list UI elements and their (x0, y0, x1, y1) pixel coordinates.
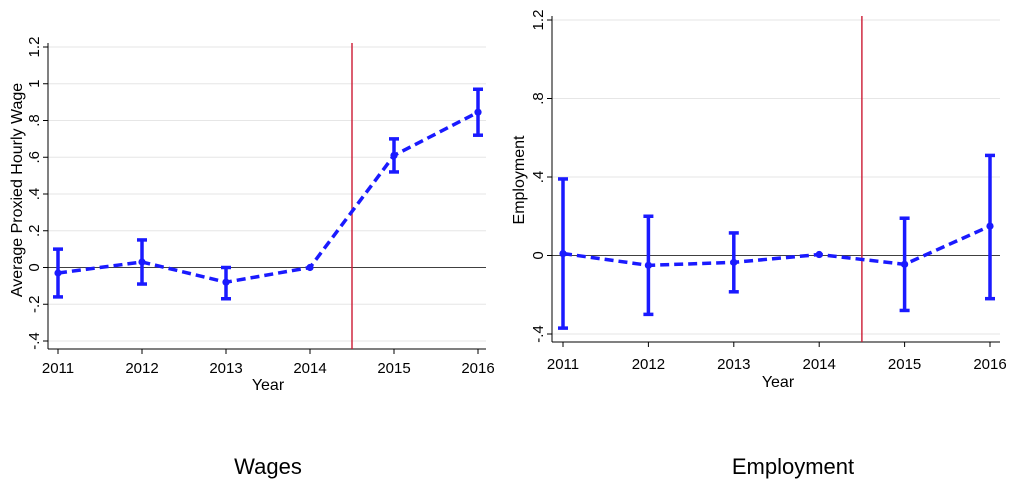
x-tick-label: 2014 (803, 356, 836, 373)
x-tick-label: 2013 (717, 356, 750, 373)
x-tick-label: 2016 (973, 356, 1006, 373)
chart-panel-1: -.4 -.2 0 .2 .4 .6 .8 1 1.2 2011 2012 2013 2014 2015 2… (9, 37, 495, 479)
x-tick-label: 2012 (632, 356, 665, 373)
data-point (559, 249, 567, 258)
y-tick-label: -.2 (26, 295, 43, 313)
y-tick-label: .4 (530, 171, 547, 184)
data-point (815, 250, 823, 259)
panel-caption: Wages (234, 454, 302, 479)
y-tick-label: .2 (26, 224, 43, 237)
x-axis-title: Year (762, 374, 795, 391)
series-1 (558, 153, 995, 330)
y-tick-label: -.4 (26, 332, 43, 350)
x-tick-label: 2013 (209, 360, 242, 377)
data-point (901, 260, 909, 268)
series-1 (53, 87, 483, 301)
data-point (644, 261, 653, 269)
y-axis-title: Employment (511, 135, 528, 224)
x-tick-label: 2015 (377, 360, 410, 377)
data-point (474, 108, 482, 116)
y-tick-label: 0 (26, 263, 43, 271)
data-point (222, 278, 230, 286)
y-tick-label: 1 (26, 80, 43, 88)
data-point (986, 222, 994, 230)
y-tick-label: .4 (26, 188, 43, 201)
y-axis-title: Average Proxied Hourly Wage (9, 83, 26, 297)
x-tick-label: 2014 (293, 360, 326, 377)
x-tick-label: 2015 (888, 356, 921, 373)
data-point (54, 269, 62, 277)
y-tick-label: -.4 (530, 325, 547, 343)
data-point (138, 258, 146, 266)
y-tick-label: 1.2 (26, 37, 43, 58)
x-tick-label: 2011 (547, 356, 579, 373)
y-tick-label: .6 (26, 151, 43, 164)
y-tick-label: 1.2 (530, 10, 547, 31)
x-tick-label: 2011 (42, 360, 74, 377)
series-line (562, 224, 991, 268)
series-line (57, 110, 479, 284)
panel-caption: Employment (732, 454, 854, 479)
y-tick-label: .8 (26, 114, 43, 127)
x-axis-title: Year (252, 377, 285, 394)
y-tick-label: .8 (530, 92, 547, 105)
x-tick-label: 2016 (461, 360, 494, 377)
data-point (306, 263, 314, 272)
data-point (730, 258, 738, 266)
y-tick-label: 0 (530, 251, 547, 259)
chart-panel-2: -.4 0 .4 .8 1.2 2011 2012 2013 2014 2015 2016 Year E… (511, 10, 1007, 479)
data-point (390, 151, 398, 160)
x-tick-label: 2012 (125, 360, 158, 377)
